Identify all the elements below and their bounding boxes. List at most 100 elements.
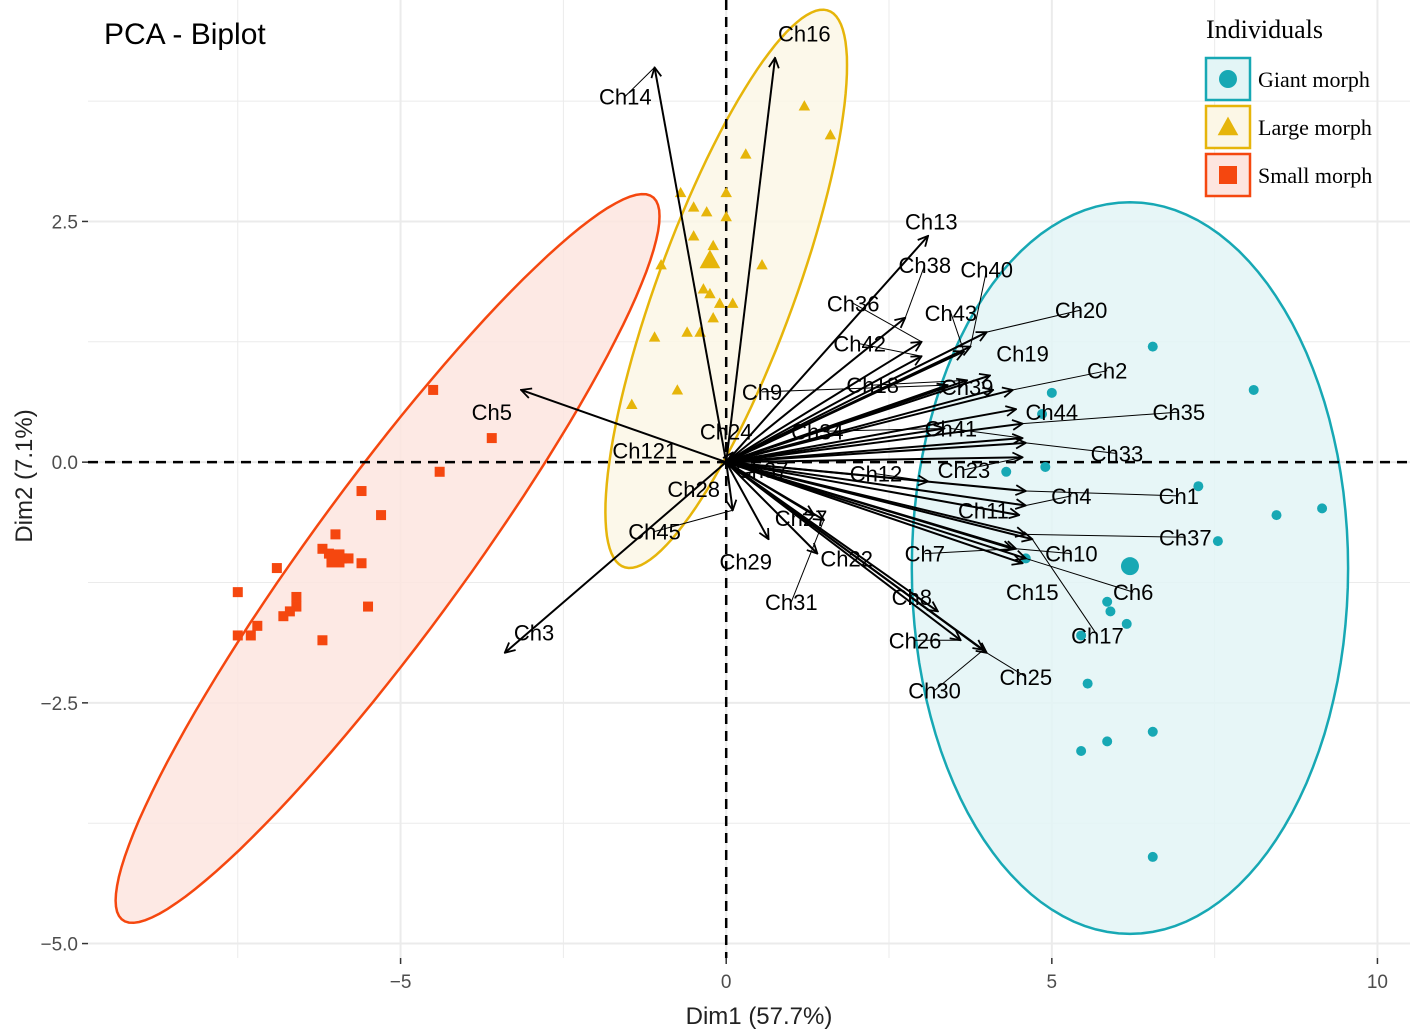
- leader-ch37: [1025, 533, 1186, 538]
- y-tick-label: 0.0: [52, 453, 78, 474]
- point-small-morph: [317, 543, 328, 554]
- leader-ch25: [986, 652, 1027, 678]
- point-large-morph: [707, 311, 719, 323]
- point-small-morph: [232, 587, 243, 598]
- chart-title: PCA - Biplot: [104, 18, 266, 51]
- label-ch20: Ch20: [1055, 298, 1108, 323]
- label-ch6: Ch6: [1113, 580, 1153, 605]
- point-large-morph: [687, 230, 700, 241]
- point-large-morph: [720, 210, 732, 222]
- label-ch38: Ch38: [899, 253, 952, 278]
- leader-ch20: [986, 309, 1082, 333]
- point-large-morph: [726, 297, 739, 308]
- arrow-ch4: [726, 461, 1026, 505]
- arrow-ch16: [725, 58, 775, 463]
- point-giant-morph: [1147, 726, 1158, 737]
- label-ch41: Ch41: [925, 416, 978, 441]
- point-small-morph: [245, 630, 256, 641]
- point-small-morph: [330, 529, 341, 540]
- point-large-morph: [824, 129, 837, 140]
- variable-arrows: [505, 58, 1186, 691]
- point-giant-morph: [1082, 678, 1093, 689]
- label-ch39: Ch39: [941, 375, 994, 400]
- point-giant-morph: [1076, 745, 1087, 756]
- legend-key-large-morph: [1204, 104, 1252, 150]
- arrow-ch17: [725, 461, 1032, 539]
- legend-label-giant-morph: Giant morph: [1258, 67, 1370, 92]
- arrow-ch24: [726, 453, 733, 463]
- label-ch1: Ch1: [1159, 484, 1199, 509]
- arrow-ch35: [726, 424, 1022, 464]
- label-ch121: Ch121: [612, 439, 677, 464]
- point-large-morph: [681, 326, 693, 337]
- label-ch26: Ch26: [889, 628, 942, 653]
- leader-ch31: [790, 519, 825, 602]
- leader-ch45: [654, 509, 733, 532]
- point-small-morph: [271, 563, 282, 574]
- variable-labels: Ch16 Ch14 Ch13 Ch38 Ch40 Ch36 Ch43 Ch20 Ch42 Ch19…: [472, 22, 1212, 704]
- leader-ch23: [963, 456, 1023, 471]
- arrow-ch30: [725, 461, 983, 650]
- arrow-ch31: [725, 461, 824, 520]
- label-ch36: Ch36: [827, 291, 880, 316]
- point-giant-morph: [1102, 596, 1113, 607]
- centroid-large-morph: [699, 249, 721, 269]
- point-small-morph: [356, 558, 367, 569]
- point-large-morph: [798, 100, 811, 111]
- label-ch35: Ch35: [1153, 400, 1206, 425]
- point-large-morph: [704, 287, 716, 299]
- point-small-morph: [284, 606, 295, 617]
- point-small-morph: [376, 510, 387, 521]
- leader-ch4: [1025, 495, 1072, 506]
- legend-symbol-giant-morph: [1219, 70, 1237, 88]
- point-small-morph: [252, 620, 263, 631]
- y-tick-label: −2.5: [40, 694, 78, 715]
- legend: Individuals Giant morph Large morph Small …: [1204, 15, 1372, 198]
- arrow-ch14: [655, 67, 728, 463]
- point-large-morph: [707, 239, 719, 251]
- arrow-ch36: [725, 342, 921, 464]
- centroid-giant-morph: [1120, 557, 1139, 576]
- label-ch12: Ch12: [850, 462, 903, 487]
- leader-ch41: [950, 427, 1023, 439]
- individuals-points: [232, 100, 1328, 862]
- point-small-morph: [343, 553, 354, 564]
- label-ch24: Ch24: [700, 419, 753, 444]
- point-giant-morph: [1193, 481, 1204, 492]
- label-ch10: Ch10: [1045, 542, 1098, 567]
- point-large-morph: [671, 384, 684, 395]
- legend-title: Individuals: [1206, 15, 1323, 44]
- point-small-morph: [232, 630, 243, 641]
- ellipse-small-morph: [114, 192, 661, 925]
- arrow-ch1: [726, 461, 1026, 491]
- leader-ch33: [1025, 442, 1118, 454]
- label-ch8: Ch8: [892, 585, 932, 610]
- point-large-morph: [626, 398, 638, 409]
- x-tick-label: 0: [721, 972, 732, 993]
- point-large-morph: [720, 186, 732, 198]
- leader-ch10: [1015, 548, 1072, 555]
- x-axis-title: Dim1 (57.7%): [686, 1003, 833, 1030]
- label-ch14: Ch14: [599, 84, 652, 109]
- centroid-small-morph: [326, 549, 345, 568]
- point-small-morph: [356, 486, 367, 497]
- legend-label-small-morph: Small morph: [1258, 163, 1372, 188]
- point-small-morph: [363, 601, 374, 612]
- point-giant-morph: [1212, 536, 1223, 547]
- leader-ch17: [1031, 538, 1098, 636]
- label-ch28: Ch28: [667, 477, 720, 502]
- arrow-ch2: [725, 390, 1013, 464]
- point-large-morph: [687, 201, 700, 212]
- leader-ch2: [1012, 370, 1108, 391]
- label-ch22: Ch22: [820, 546, 873, 571]
- arrow-ch43: [725, 351, 964, 464]
- label-ch18: Ch18: [846, 373, 899, 398]
- label-ch2: Ch2: [1087, 359, 1127, 384]
- label-ch3: Ch3: [514, 621, 554, 646]
- axes: −5 0 5 10 2.5 0.0 −2.5 −5.0: [40, 212, 1388, 993]
- arrow-ch29: [725, 461, 768, 539]
- y-tick-label: −5.0: [40, 935, 78, 956]
- label-ch31: Ch31: [765, 590, 818, 615]
- point-small-morph: [434, 466, 445, 477]
